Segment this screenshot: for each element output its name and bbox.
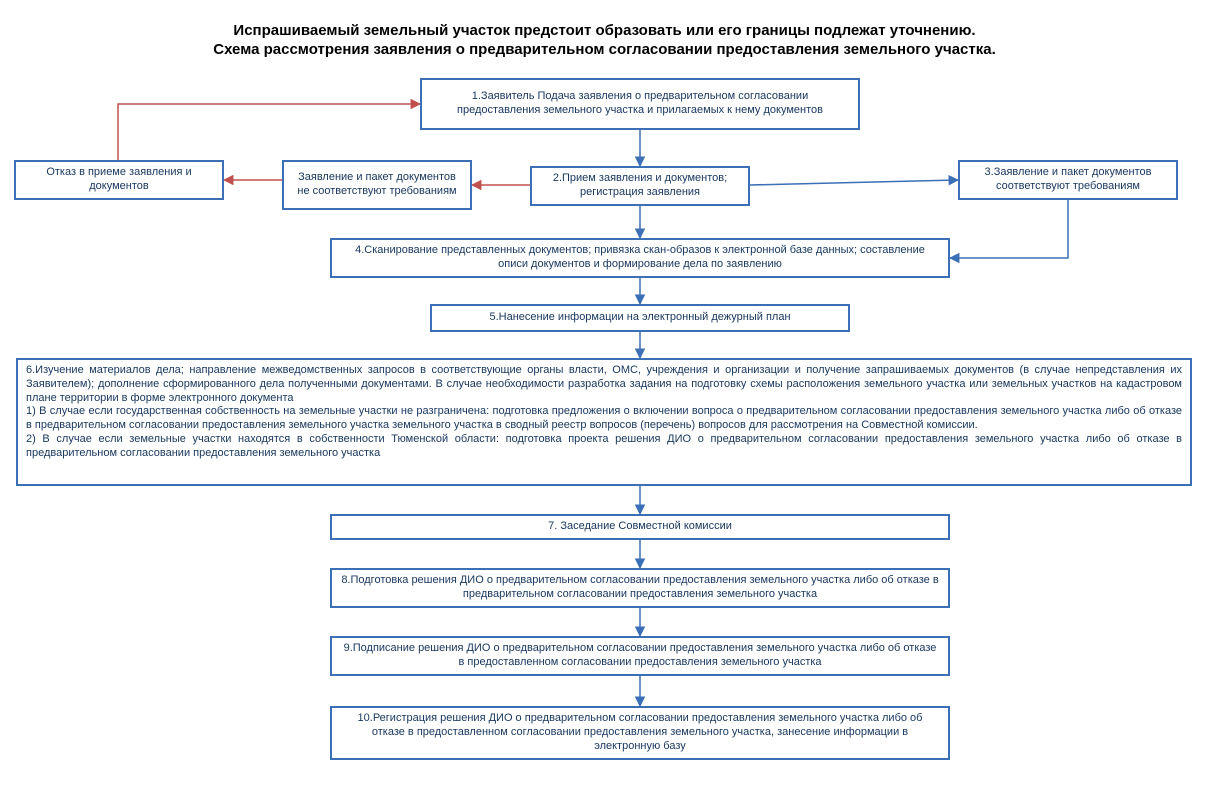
flow-node-nL2: Отказ в приеме заявления и документов [14, 160, 224, 200]
flowchart-canvas: Испрашиваемый земельный участок предстои… [0, 0, 1209, 811]
flow-node-n9: 9.Подписание решения ДИО о предварительн… [330, 636, 950, 676]
flow-node-n10: 10.Регистрация решения ДИО о предварител… [330, 706, 950, 760]
edge-9 [950, 200, 1068, 258]
flow-node-n5: 5.Нанесение информации на электронный де… [430, 304, 850, 332]
flow-node-n3: 3.Заявление и пакет документов соответст… [958, 160, 1178, 200]
flow-node-n6: 6.Изучение материалов дела; направление … [16, 358, 1192, 486]
flow-node-n1: 1.Заявитель Подача заявления о предварит… [420, 78, 860, 130]
edge-8 [750, 180, 958, 185]
flow-node-nL1: Заявление и пакет документов не соответс… [282, 160, 472, 210]
edge-12 [118, 104, 420, 160]
title-line-2: Схема рассмотрения заявления о предварит… [0, 41, 1209, 58]
flow-node-n4: 4.Сканирование представленных документов… [330, 238, 950, 278]
flow-node-n8: 8.Подготовка решения ДИО о предварительн… [330, 568, 950, 608]
flow-node-n7: 7. Заседание Совместной комиссии [330, 514, 950, 540]
flow-node-n2: 2.Прием заявления и документов; регистра… [530, 166, 750, 206]
title-line-1: Испрашиваемый земельный участок предстои… [0, 22, 1209, 39]
